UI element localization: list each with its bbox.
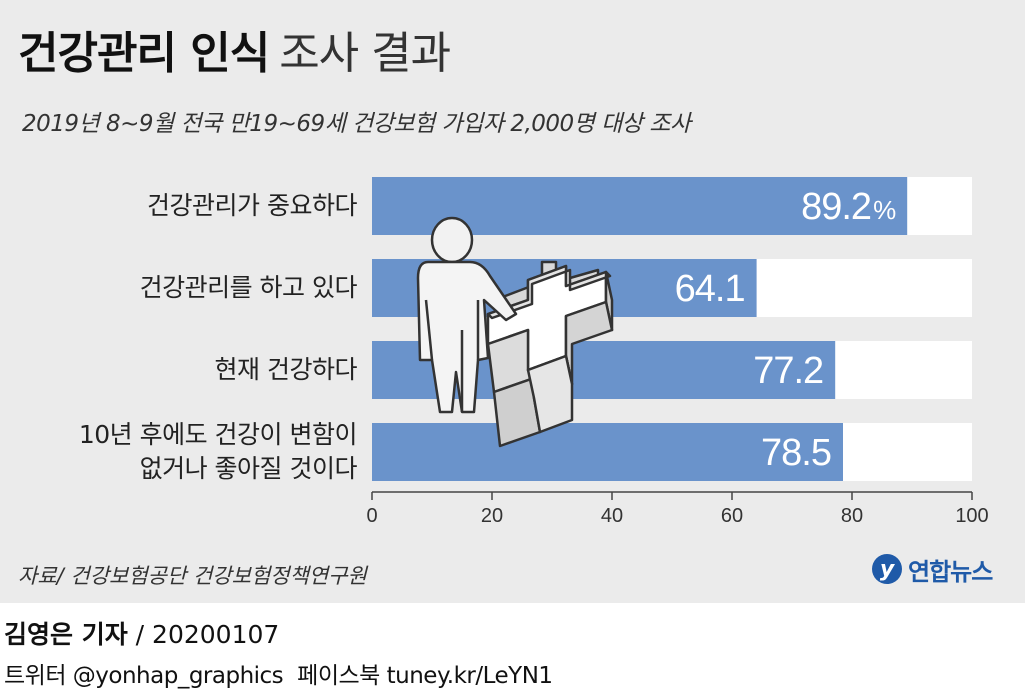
x-tick-label: 60 (721, 505, 743, 527)
x-tick-label: 40 (601, 505, 623, 527)
title-light: 조사 결과 (279, 28, 451, 79)
value-unit: % (873, 195, 896, 225)
category-label-line: 건강관리를 하고 있다 (139, 273, 358, 302)
x-axis-ticks: 0 20 40 60 80 100 (366, 492, 989, 527)
category-label-line: 현재 건강하다 (214, 355, 358, 384)
category-label: 건강관리를 하고 있다 (139, 271, 358, 305)
social-links: 트위터 @yonhap_graphics 페이스북 tuney.kr/LeYN1 (4, 656, 553, 690)
x-tick-label: 20 (481, 505, 503, 527)
credit-date: 20200107 (152, 620, 280, 649)
value-label: 78.5 (761, 432, 831, 474)
value-label: 77.2 (753, 350, 823, 392)
author-name: 김영은 기자 (4, 620, 128, 649)
bar-chart: 89.2%64.177.278.5 0 20 40 60 80 100 (366, 177, 989, 527)
category-label: 건강관리가 중요하다 (147, 189, 357, 223)
twitter-handle: 트위터 @yonhap_graphics (4, 663, 284, 689)
medical-cross-icon (486, 260, 614, 448)
category-label-line: 건강관리가 중요하다 (147, 191, 357, 220)
bar (372, 423, 843, 481)
title-bold: 건강관리 인식 (18, 28, 270, 79)
x-tick-label: 80 (841, 505, 863, 527)
yonhap-logo: y 연합뉴스 (872, 552, 993, 586)
category-label: 현재 건강하다 (214, 353, 358, 387)
value-label: 64.1 (675, 268, 745, 310)
x-tick-label: 0 (366, 505, 377, 527)
person-icon (416, 216, 518, 414)
person-with-medical-cross-icon (416, 216, 614, 448)
credit-separator: / (127, 620, 153, 649)
yonhap-logo-text: 연합뉴스 (908, 557, 993, 586)
category-label-line: 10년 후에도 건강이 변함이 (78, 420, 358, 449)
subtitle: 2019년 8~9월 전국 만19~69세 건강보험 가입자 2,000명 대상… (22, 111, 691, 137)
facebook-link: 페이스북 tuney.kr/LeYN1 (297, 663, 553, 689)
source-note: 자료/ 건강보험공단 건강보험정책연구원 (18, 564, 367, 588)
page-title: 건강관리 인식 조사 결과 (18, 24, 451, 84)
yonhap-logo-icon: y (872, 554, 902, 584)
credit-line: 김영은 기자 / 20200107 (4, 615, 279, 651)
x-tick-label: 100 (955, 505, 988, 527)
category-label-line: 없거나 좋아질 것이다 (139, 454, 358, 483)
